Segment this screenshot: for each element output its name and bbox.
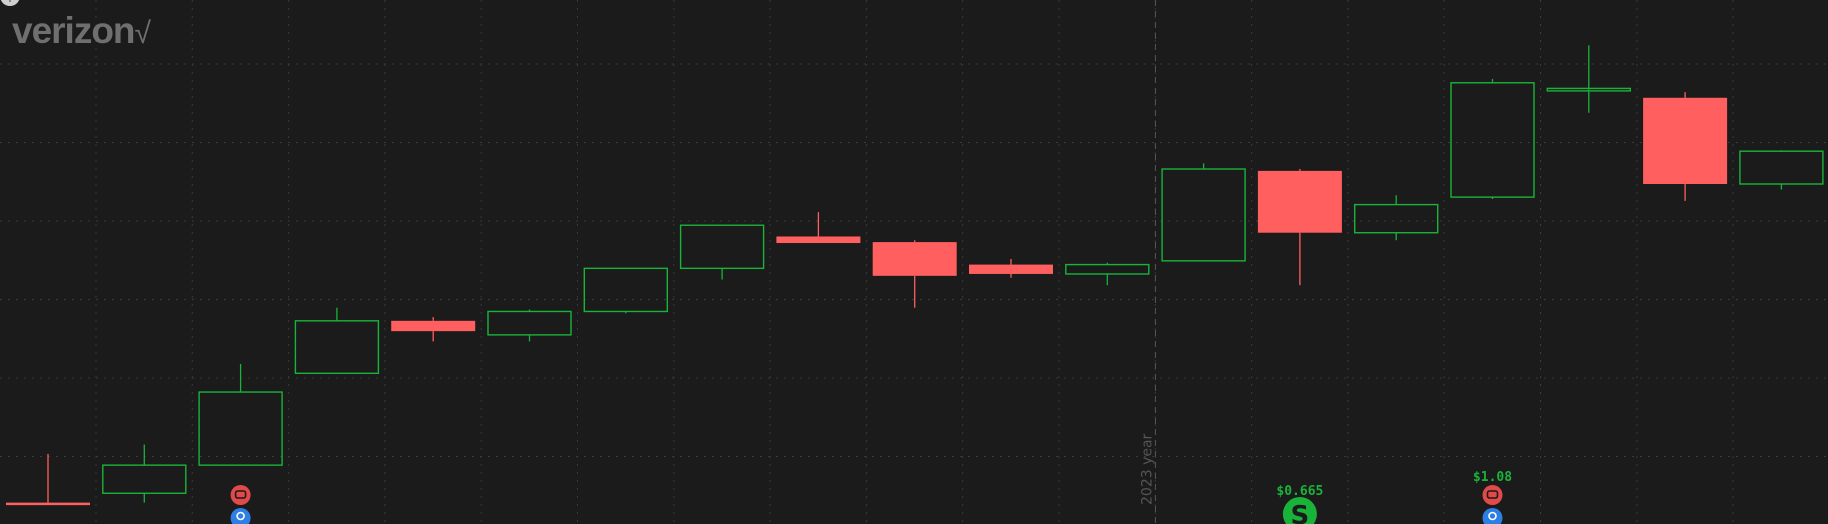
phone-icon-glyph: [1486, 490, 1499, 499]
candle-body: [583, 267, 668, 313]
candle: [583, 267, 668, 314]
candle: [294, 307, 380, 375]
candles: [6, 45, 1824, 506]
candle-body: [102, 464, 187, 494]
candle-body: [969, 264, 1053, 274]
event-label: $1.08: [1473, 470, 1512, 485]
candle: [1257, 169, 1342, 286]
logo-check: √: [134, 17, 152, 50]
phone-icon-glyph: [234, 490, 247, 499]
earnings-event[interactable]: [230, 485, 251, 524]
dividend-event[interactable]: $0.665 S: [1276, 484, 1323, 524]
candle-body: [1739, 150, 1824, 185]
divider-label: 2023 year: [1139, 433, 1155, 505]
earnings-event[interactable]: $1.08: [1473, 470, 1512, 524]
candle: [1546, 45, 1632, 113]
candle-body: [294, 320, 380, 375]
year-divider: 2023 year: [1139, 0, 1156, 524]
candle-body: [776, 236, 861, 244]
info-icon[interactable]: i: [0, 0, 20, 6]
pin-icon-glyph: [236, 511, 245, 521]
candle-body: [1065, 263, 1150, 275]
candle: [198, 363, 283, 466]
candle: [679, 224, 765, 280]
candle-body: [391, 320, 476, 332]
dividend-icon: [1282, 497, 1317, 524]
phone-icon: [1482, 485, 1503, 505]
candle-body: [1450, 82, 1535, 198]
event-label: $0.665: [1276, 484, 1323, 499]
candle: [391, 317, 476, 342]
candle: [872, 240, 957, 308]
candle: [487, 309, 572, 342]
candle: [1065, 262, 1150, 286]
logo-text: verizon: [12, 10, 136, 51]
candle-body: [198, 391, 283, 466]
phone-icon: [230, 485, 251, 505]
candle: [1450, 79, 1535, 199]
candle: [776, 212, 861, 244]
candle-body: [1257, 170, 1342, 233]
candle: [1643, 92, 1728, 201]
dollar-glyph: S: [1291, 501, 1310, 524]
events[interactable]: $0.665 S $1.08: [230, 470, 1513, 524]
candle-body: [679, 224, 765, 270]
company-logo: verizon√: [12, 10, 152, 52]
candle: [1353, 195, 1439, 241]
candle: [6, 453, 90, 506]
candle-body: [872, 242, 957, 276]
pin-icon: [230, 508, 251, 524]
pin-icon: [1482, 508, 1503, 524]
pin-icon-glyph: [1488, 511, 1497, 521]
candle-body: [1643, 97, 1728, 184]
candle-body: [1353, 203, 1439, 234]
candle: [969, 258, 1053, 278]
candle-body: [487, 310, 572, 336]
candle: [1739, 150, 1824, 190]
candle: [102, 444, 187, 503]
candle-body: [1161, 168, 1246, 262]
candle-body: [6, 502, 90, 506]
candle-body: [1546, 87, 1632, 92]
candle: [1161, 163, 1246, 262]
